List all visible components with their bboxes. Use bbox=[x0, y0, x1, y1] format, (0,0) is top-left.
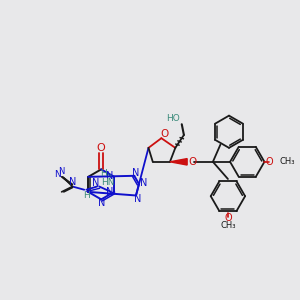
Text: O: O bbox=[97, 143, 106, 153]
Text: HO: HO bbox=[166, 114, 180, 123]
Text: N: N bbox=[106, 171, 114, 181]
Text: H: H bbox=[83, 190, 90, 200]
Text: N: N bbox=[98, 198, 105, 208]
Text: O: O bbox=[224, 213, 232, 223]
Text: O: O bbox=[160, 129, 169, 139]
Text: O: O bbox=[188, 157, 196, 167]
Text: CH₃: CH₃ bbox=[220, 221, 236, 230]
Text: HN: HN bbox=[101, 178, 115, 187]
Polygon shape bbox=[170, 159, 187, 165]
Text: N: N bbox=[140, 178, 147, 188]
Text: N: N bbox=[69, 177, 76, 187]
Text: N: N bbox=[58, 167, 65, 176]
Text: N: N bbox=[132, 168, 139, 178]
Text: N: N bbox=[54, 170, 61, 179]
Text: N: N bbox=[134, 194, 142, 204]
Text: N: N bbox=[106, 187, 114, 197]
Text: N: N bbox=[92, 178, 100, 188]
Text: O: O bbox=[266, 157, 274, 167]
Text: CH₃: CH₃ bbox=[280, 157, 295, 166]
Text: H: H bbox=[100, 169, 107, 178]
